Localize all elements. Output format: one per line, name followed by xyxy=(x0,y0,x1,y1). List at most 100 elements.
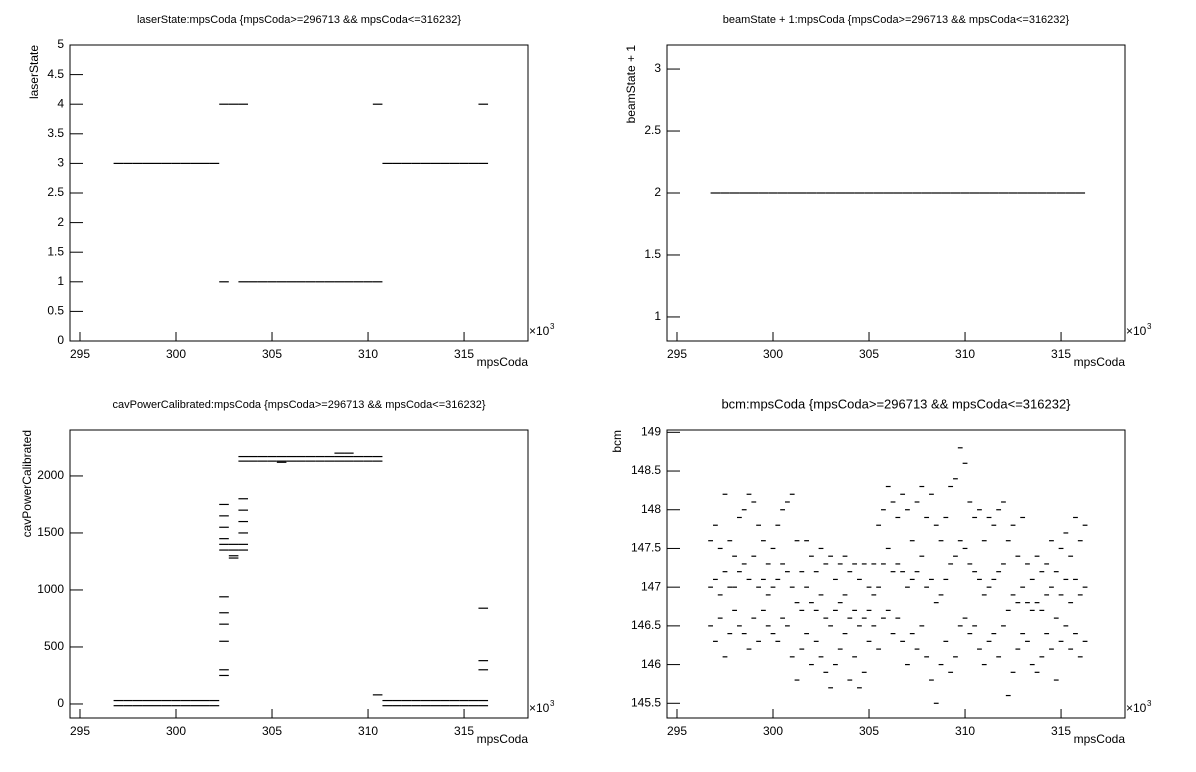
point xyxy=(895,563,901,565)
point xyxy=(420,699,431,702)
point xyxy=(315,460,325,462)
point xyxy=(813,571,819,573)
x-tick-label: 300 xyxy=(763,724,783,738)
point xyxy=(977,578,982,581)
point xyxy=(857,578,862,581)
point xyxy=(478,669,489,671)
point xyxy=(219,549,229,551)
point xyxy=(1068,555,1074,557)
point xyxy=(765,563,771,565)
point xyxy=(722,493,728,495)
point xyxy=(941,192,951,194)
point xyxy=(977,648,982,650)
point xyxy=(960,192,970,194)
panel: laserState:mpsCoda {mpsCoda>=296713 && m… xyxy=(27,14,555,369)
point xyxy=(794,602,800,604)
point xyxy=(871,563,877,565)
point xyxy=(761,609,766,611)
point xyxy=(324,455,335,458)
point xyxy=(986,640,992,642)
point xyxy=(717,617,723,619)
x-tick-label: 305 xyxy=(859,724,879,738)
point xyxy=(401,699,412,702)
point xyxy=(938,540,944,542)
panel-title: bcm:mpsCoda {mpsCoda>=296713 && mpsCoda<… xyxy=(721,396,1071,411)
point xyxy=(430,162,441,164)
y-tick-label: 145.5 xyxy=(631,695,661,709)
point xyxy=(986,586,992,588)
x-tick-label: 300 xyxy=(166,724,186,738)
point xyxy=(209,699,220,702)
point xyxy=(286,455,297,458)
point xyxy=(449,699,460,702)
point xyxy=(286,281,297,283)
point xyxy=(440,162,450,164)
point xyxy=(861,563,867,565)
point xyxy=(890,633,896,635)
point xyxy=(1010,524,1016,526)
point xyxy=(905,586,910,588)
point xyxy=(741,563,747,565)
y-tick-label: 1 xyxy=(654,309,661,323)
point xyxy=(372,455,383,458)
point xyxy=(717,594,723,596)
point xyxy=(1029,578,1035,581)
point xyxy=(267,281,277,283)
point xyxy=(392,699,402,702)
point xyxy=(823,617,829,619)
y-tick-label: 147 xyxy=(641,579,661,593)
y-tick-label: 149 xyxy=(641,424,661,438)
point xyxy=(890,501,896,503)
point xyxy=(219,674,229,677)
point xyxy=(1058,547,1064,550)
point xyxy=(905,663,910,666)
y-tick-label: 3 xyxy=(57,156,64,170)
point xyxy=(785,625,790,627)
point xyxy=(334,455,345,458)
point xyxy=(219,538,229,540)
point xyxy=(132,162,143,164)
point xyxy=(1005,694,1011,697)
point xyxy=(219,515,229,517)
y-tick-label: 0 xyxy=(57,333,64,347)
y-tick-label: 1.5 xyxy=(47,244,64,258)
point xyxy=(876,524,882,526)
y-tick-label: 4 xyxy=(57,96,64,110)
point xyxy=(909,633,915,635)
point xyxy=(315,455,325,458)
point xyxy=(478,705,489,707)
panel: bcm:mpsCoda {mpsCoda>=296713 && mpsCoda<… xyxy=(610,396,1152,746)
point xyxy=(905,509,910,511)
point xyxy=(912,192,922,194)
point xyxy=(238,281,249,283)
point xyxy=(847,679,853,681)
point xyxy=(751,501,757,503)
point xyxy=(1075,192,1086,194)
point xyxy=(720,192,730,194)
point xyxy=(171,705,181,707)
x-multiplier: ×10 xyxy=(529,324,550,338)
point xyxy=(751,617,757,619)
point xyxy=(794,540,800,542)
point xyxy=(132,705,143,707)
point xyxy=(991,633,997,635)
point xyxy=(828,625,834,627)
point xyxy=(1053,571,1059,573)
point xyxy=(1017,192,1028,194)
point xyxy=(113,699,124,702)
y-tick-label: 0.5 xyxy=(47,304,64,318)
point xyxy=(1037,192,1047,194)
point xyxy=(900,640,906,642)
point xyxy=(804,586,810,588)
point xyxy=(113,705,124,707)
point xyxy=(113,162,124,164)
point xyxy=(785,501,790,503)
point xyxy=(372,103,383,105)
point xyxy=(756,586,762,588)
point xyxy=(228,543,239,545)
point xyxy=(972,516,978,519)
point xyxy=(770,586,776,588)
point xyxy=(741,633,747,635)
point xyxy=(708,625,713,627)
